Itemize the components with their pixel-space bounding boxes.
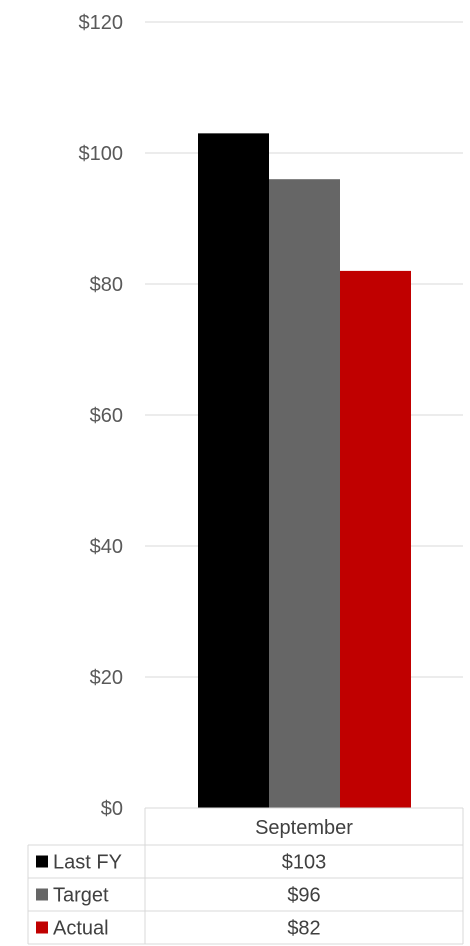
y-tick-label: $100 [79,143,124,165]
y-tick-label: $0 [101,798,123,820]
legend-key [36,855,48,868]
bar [269,179,340,808]
y-tick-label: $120 [79,12,124,34]
data-value: $96 [287,885,320,907]
y-axis-tick-labels: $0 $20 $40 $60 $80 $100 $120 [79,12,124,820]
data-value: $82 [287,918,320,940]
data-table-rows: Last FY $103 Target $96 Actual $82 [36,852,326,940]
y-tick-label: $80 [90,274,123,296]
category-label: September [255,817,353,839]
legend-label: Last FY [53,852,122,874]
data-table: September Last FY $103 Target $96 Actual $82 [27,807,464,945]
bar [198,133,269,809]
y-tick-label: $20 [90,667,123,689]
y-tick-label: $60 [90,405,123,427]
data-value: $103 [282,852,327,874]
legend-key [36,888,48,901]
legend-key [36,921,48,934]
bars [198,133,411,809]
legend-label: Actual [53,918,109,940]
y-tick-label: $40 [90,536,123,558]
bar [340,270,411,808]
legend-label: Target [53,885,109,907]
